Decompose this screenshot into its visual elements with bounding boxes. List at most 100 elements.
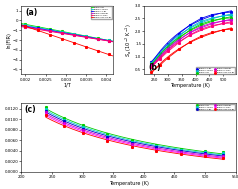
- Line: KYb₂F₇:Yb,Er: KYb₂F₇:Yb,Er: [45, 108, 224, 154]
- KYb₂F₇:Y,Er: [150, 60, 153, 63]
- KYb₂F₇:Lu,Er: [130, 144, 133, 147]
- KYb₂F₇:Yb,Er: [63, 119, 66, 121]
- KYb₂F₇:Lu,Er: [203, 154, 206, 156]
- KYb₂F₇:Y,Er: [222, 12, 225, 14]
- KYb₂F₇:Yb,Er: [155, 145, 158, 147]
- KYb₂F₇:Sc,Yb,Er: [222, 156, 225, 159]
- Y-axis label: ln(FIR): ln(FIR): [6, 32, 11, 48]
- KYb₂F₇:Er: [130, 139, 133, 141]
- KYb₂F₇:Lu,Er: [41, 29, 44, 31]
- KYb₂F₇:Yb,Er: [81, 126, 84, 128]
- KYb₂F₇:Sc,Yb,Er: [63, 125, 66, 127]
- KYb₂F₇:Gd,Er: [106, 138, 109, 140]
- KYb₂F₇:Gd,Er: [104, 39, 107, 41]
- KYb₂F₇:Y,Er: [104, 39, 107, 41]
- KYb₂F₇:Sc,Yb,Er: [150, 71, 153, 73]
- KYb₂F₇:Gd,Er: [63, 122, 66, 124]
- KYb₂F₇:Gd,Er: [211, 22, 213, 24]
- KYb₂F₇:Lu,Er: [150, 66, 153, 68]
- KYb₂F₇:Lu,Er: [38, 29, 40, 31]
- Legend: KYb₂F₇:Er, KYb₂F₇:Yb,Er, KYb₂F₇:Y,Er, KYb₂F₇:Gd,Er, KYb₂F₇:Lu,Er, KYb₂F₇:Sc,Yb,E: KYb₂F₇:Er, KYb₂F₇:Yb,Er, KYb₂F₇:Y,Er, KY…: [90, 6, 112, 19]
- KYb₂F₇:Sc,Yb,Er: [20, 24, 23, 26]
- KYb₂F₇:Yb,Er: [107, 39, 109, 41]
- KYb₂F₇:Y,Er: [67, 33, 70, 35]
- KYb₂F₇:Lu,Er: [179, 152, 182, 154]
- KYb₂F₇:Lu,Er: [222, 156, 225, 158]
- KYb₂F₇:Er: [45, 106, 47, 109]
- Line: KYb₂F₇:Er: KYb₂F₇:Er: [151, 17, 232, 65]
- KYb₂F₇:Yb,Er: [74, 33, 77, 36]
- KYb₂F₇:Gd,Er: [230, 19, 233, 22]
- Line: KYb₂F₇:Yb,Er: KYb₂F₇:Yb,Er: [151, 15, 232, 64]
- KYb₂F₇:Er: [74, 33, 77, 35]
- KYb₂F₇:Gd,Er: [189, 31, 192, 33]
- KYb₂F₇:Y,Er: [38, 27, 40, 30]
- KYb₂F₇:Y,Er: [203, 152, 206, 154]
- KYb₂F₇:Lu,Er: [106, 139, 109, 141]
- KYb₂F₇:Er: [211, 19, 213, 22]
- KYb₂F₇:Gd,Er: [155, 148, 158, 150]
- KYb₂F₇:Lu,Er: [81, 131, 84, 133]
- KYb₂F₇:Gd,Er: [38, 28, 40, 30]
- KYb₂F₇:Gd,Er: [74, 34, 77, 36]
- KYb₂F₇:Er: [167, 46, 169, 49]
- X-axis label: Temperature (K): Temperature (K): [109, 180, 149, 186]
- KYb₂F₇:Er: [203, 150, 206, 152]
- KYb₂F₇:Sc,Yb,Er: [45, 114, 47, 117]
- KYb₂F₇:Yb,Er: [45, 108, 47, 110]
- KYb₂F₇:Gd,Er: [158, 57, 161, 59]
- KYb₂F₇:Y,Er: [211, 13, 213, 16]
- KYb₂F₇:Y,Er: [20, 24, 23, 27]
- Line: KYb₂F₇:Lu,Er: KYb₂F₇:Lu,Er: [151, 22, 232, 68]
- KYb₂F₇:Er: [104, 39, 107, 41]
- KYb₂F₇:Y,Er: [106, 136, 109, 138]
- KYb₂F₇:Sc,Yb,Er: [203, 155, 206, 157]
- KYb₂F₇:Yb,Er: [150, 62, 153, 64]
- KYb₂F₇:Gd,Er: [150, 64, 153, 67]
- KYb₂F₇:Gd,Er: [222, 20, 225, 22]
- KYb₂F₇:Yb,Er: [106, 134, 109, 137]
- KYb₂F₇:Lu,Er: [63, 123, 66, 125]
- KYb₂F₇:Er: [111, 40, 114, 42]
- KYb₂F₇:Er: [179, 148, 182, 150]
- KYb₂F₇:Er: [222, 151, 225, 154]
- KYb₂F₇:Sc,Yb,Er: [74, 42, 77, 44]
- KYb₂F₇:Y,Er: [179, 150, 182, 152]
- KYb₂F₇:Lu,Er: [74, 35, 77, 37]
- KYb₂F₇:Sc,Yb,Er: [167, 57, 169, 59]
- KYb₂F₇:Er: [106, 133, 109, 135]
- KYb₂F₇:Yb,Er: [189, 26, 192, 28]
- KYb₂F₇:Er: [178, 37, 180, 39]
- KYb₂F₇:Yb,Er: [158, 53, 161, 56]
- KYb₂F₇:Sc,Yb,Er: [81, 132, 84, 135]
- KYb₂F₇:Y,Er: [189, 24, 192, 26]
- Line: KYb₂F₇:Er: KYb₂F₇:Er: [45, 107, 224, 153]
- KYb₂F₇:Y,Er: [81, 128, 84, 130]
- KYb₂F₇:Yb,Er: [200, 20, 203, 23]
- KYb₂F₇:Gd,Er: [67, 33, 70, 35]
- KYb₂F₇:Sc,Yb,Er: [211, 31, 213, 33]
- KYb₂F₇:Yb,Er: [130, 141, 133, 143]
- KYb₂F₇:Gd,Er: [179, 151, 182, 153]
- Line: KYb₂F₇:Sc,Yb,Er: KYb₂F₇:Sc,Yb,Er: [21, 25, 113, 56]
- KYb₂F₇:Gd,Er: [20, 25, 23, 27]
- KYb₂F₇:Y,Er: [111, 40, 114, 43]
- KYb₂F₇:Y,Er: [167, 43, 169, 45]
- Line: KYb₂F₇:Lu,Er: KYb₂F₇:Lu,Er: [45, 113, 224, 157]
- KYb₂F₇:Lu,Er: [20, 26, 23, 28]
- KYb₂F₇:Gd,Er: [111, 40, 114, 43]
- KYb₂F₇:Y,Er: [45, 110, 47, 112]
- KYb₂F₇:Yb,Er: [167, 45, 169, 47]
- X-axis label: 1/T: 1/T: [63, 83, 71, 88]
- Line: KYb₂F₇:Sc,Yb,Er: KYb₂F₇:Sc,Yb,Er: [151, 28, 232, 73]
- KYb₂F₇:Sc,Yb,Er: [106, 140, 109, 143]
- KYb₂F₇:Sc,Yb,Er: [67, 40, 70, 42]
- KYb₂F₇:Lu,Er: [155, 149, 158, 151]
- KYb₂F₇:Lu,Er: [67, 33, 70, 36]
- KYb₂F₇:Yb,Er: [211, 17, 213, 19]
- Line: KYb₂F₇:Gd,Er: KYb₂F₇:Gd,Er: [151, 20, 232, 66]
- KYb₂F₇:Yb,Er: [67, 32, 70, 34]
- KYb₂F₇:Y,Er: [130, 142, 133, 144]
- KYb₂F₇:Sc,Yb,Er: [38, 30, 40, 32]
- KYb₂F₇:Sc,Yb,Er: [107, 53, 109, 55]
